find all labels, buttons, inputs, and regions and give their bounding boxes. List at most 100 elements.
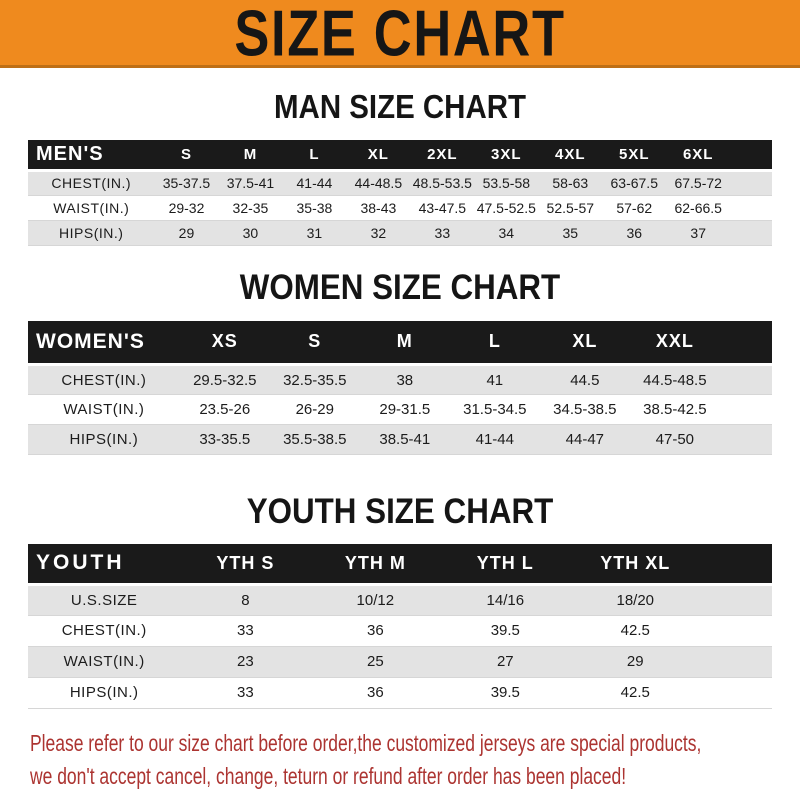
- value-cell: 41-44: [449, 424, 540, 455]
- table-corner-label: WOMEN'S: [28, 320, 180, 366]
- row-label: WAIST(IN.): [28, 646, 181, 678]
- youth-size-table: YOUTH YTH S YTH M YTH L YTH XL U.S.SIZE 8 10/12…: [28, 544, 772, 709]
- value-cell: 35.5-38.5: [269, 424, 360, 455]
- value-cell: 47.5-52.5: [474, 195, 539, 221]
- value-cell: 62-66.5: [666, 195, 731, 221]
- table-corner-label: YOUTH: [28, 544, 181, 586]
- column-header: YTH S: [180, 544, 311, 586]
- column-header: M: [218, 140, 283, 172]
- value-cell: 36: [310, 615, 441, 647]
- value-cell: 34.5-38.5: [539, 394, 630, 425]
- value-cell: 67.5-72: [666, 170, 731, 196]
- value-cell: 38.5-42.5: [629, 394, 720, 425]
- notice-line-1: Please refer to our size chart before or…: [30, 729, 702, 756]
- column-header: XL: [346, 140, 411, 172]
- filler-header-cell: [700, 544, 772, 586]
- value-cell: 29-31.5: [359, 394, 450, 425]
- men-chart-title: MAN SIZE CHART: [274, 87, 526, 126]
- column-header: 6XL: [666, 140, 731, 172]
- table-header-row: YOUTH YTH S YTH M YTH L YTH XL: [28, 544, 772, 586]
- table-row: HIPS(IN.) 33 36 39.5 42.5: [28, 677, 772, 709]
- column-header: 5XL: [602, 140, 667, 172]
- value-cell: 31: [282, 220, 347, 246]
- row-label: CHEST(IN.): [28, 364, 180, 395]
- table-row: WAIST(IN.) 29-32 32-35 35-38 38-43 43-47.5 47.…: [28, 195, 772, 221]
- value-cell: 10/12: [310, 584, 441, 616]
- value-cell: 44.5: [539, 364, 630, 395]
- column-header: 3XL: [474, 140, 539, 172]
- banner: SIZE CHART: [0, 0, 800, 68]
- value-cell: 37.5-41: [218, 170, 283, 196]
- table-header-row: WOMEN'S XS S M L XL XXL: [28, 320, 772, 366]
- filler-cell: [730, 170, 772, 196]
- column-header: YTH L: [440, 544, 571, 586]
- value-cell: 36: [310, 677, 441, 709]
- column-header: 4XL: [538, 140, 603, 172]
- value-cell: 32-35: [218, 195, 283, 221]
- notice-line-2: we don't accept cancel, change, teturn o…: [30, 762, 627, 789]
- value-cell: 33: [180, 677, 311, 709]
- filler-cell: [700, 646, 772, 678]
- value-cell: 43-47.5: [410, 195, 475, 221]
- value-cell: 35-37.5: [154, 170, 219, 196]
- filler-cell: [700, 677, 772, 709]
- filler-cell: [700, 615, 772, 647]
- filler-cell: [730, 195, 772, 221]
- table-row: CHEST(IN.) 29.5-32.5 32.5-35.5 38 41 44.5 44.5…: [28, 364, 772, 395]
- value-cell: 29: [154, 220, 219, 246]
- value-cell: 39.5: [440, 615, 571, 647]
- men-section: MAN SIZE CHART MEN'S S M L XL 2XL 3XL 4XL 5XL 6XL…: [0, 87, 800, 246]
- value-cell: 32.5-35.5: [269, 364, 360, 395]
- page-title: SIZE CHART: [234, 0, 566, 68]
- value-cell: 31.5-34.5: [449, 394, 540, 425]
- column-header: 2XL: [410, 140, 475, 172]
- column-header: S: [154, 140, 219, 172]
- value-cell: 8: [180, 584, 311, 616]
- value-cell: 25: [310, 646, 441, 678]
- table-row: CHEST(IN.) 35-37.5 37.5-41 41-44 44-48.5 48.5…: [28, 170, 772, 196]
- value-cell: 35-38: [282, 195, 347, 221]
- table-row: CHEST(IN.) 33 36 39.5 42.5: [28, 615, 772, 647]
- value-cell: 23.5-26: [179, 394, 270, 425]
- filler-header-cell: [719, 320, 772, 366]
- value-cell: 23: [180, 646, 311, 678]
- value-cell: 26-29: [269, 394, 360, 425]
- value-cell: 52.5-57: [538, 195, 603, 221]
- value-cell: 33: [410, 220, 475, 246]
- filler-cell: [719, 364, 772, 395]
- value-cell: 42.5: [570, 615, 701, 647]
- women-chart-title: WOMEN SIZE CHART: [239, 265, 561, 306]
- value-cell: 41-44: [282, 170, 347, 196]
- value-cell: 29.5-32.5: [179, 364, 270, 395]
- value-cell: 53.5-58: [474, 170, 539, 196]
- filler-cell: [719, 424, 772, 455]
- column-header: XXL: [629, 320, 720, 366]
- value-cell: 57-62: [602, 195, 667, 221]
- table-row: HIPS(IN.) 29 30 31 32 33 34 35 36 37: [28, 220, 772, 246]
- value-cell: 42.5: [570, 677, 701, 709]
- value-cell: 33: [180, 615, 311, 647]
- row-label: HIPS(IN.): [28, 424, 180, 455]
- value-cell: 18/20: [570, 584, 701, 616]
- filler-cell: [719, 394, 772, 425]
- column-header: L: [282, 140, 347, 172]
- column-header: S: [269, 320, 360, 366]
- value-cell: 38.5-41: [359, 424, 450, 455]
- value-cell: 36: [602, 220, 667, 246]
- value-cell: 44.5-48.5: [629, 364, 720, 395]
- value-cell: 47-50: [629, 424, 720, 455]
- value-cell: 37: [666, 220, 731, 246]
- row-label: WAIST(IN.): [28, 394, 180, 425]
- value-cell: 33-35.5: [179, 424, 270, 455]
- value-cell: 39.5: [440, 677, 571, 709]
- row-label: HIPS(IN.): [28, 220, 155, 246]
- youth-chart-title: YOUTH SIZE CHART: [246, 490, 554, 531]
- women-section: WOMEN SIZE CHART WOMEN'S XS S M L XL XXL CHEST(…: [0, 265, 800, 455]
- row-label: WAIST(IN.): [28, 195, 155, 221]
- column-header: YTH XL: [570, 544, 701, 586]
- value-cell: 35: [538, 220, 603, 246]
- table-row: WAIST(IN.) 23.5-26 26-29 29-31.5 31.5-34.5 34…: [28, 394, 772, 425]
- men-size-table: MEN'S S M L XL 2XL 3XL 4XL 5XL 6XL CHEST(IN.) 35-37…: [28, 140, 772, 246]
- row-label: CHEST(IN.): [28, 170, 155, 196]
